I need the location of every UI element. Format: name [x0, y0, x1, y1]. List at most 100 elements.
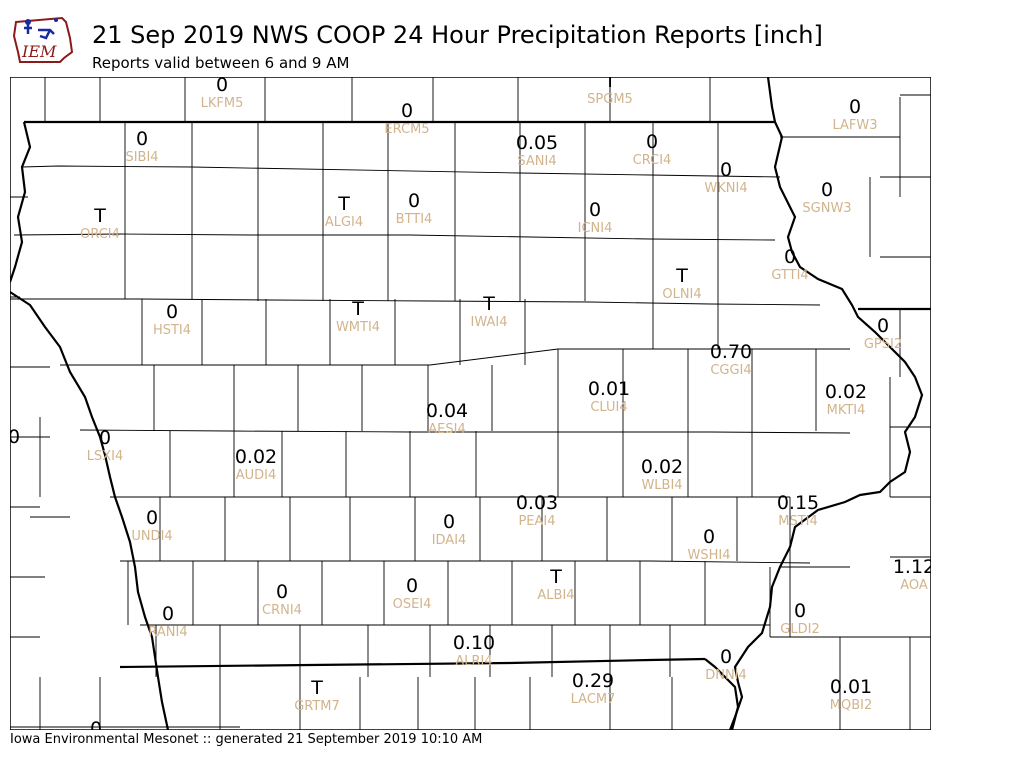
station-id: ORCI4: [80, 227, 120, 242]
station-value: T: [549, 566, 562, 588]
station-value: 0.01: [830, 676, 872, 698]
station-id: ICNI4: [578, 221, 613, 236]
station-id: CGGI4: [710, 363, 751, 378]
station-value: 0.10: [453, 632, 495, 654]
station-value: 0: [276, 581, 288, 603]
station-id: WMTI4: [336, 320, 380, 335]
station-id: ALGI4: [325, 215, 363, 230]
edge-value-west: 0: [10, 426, 20, 448]
station-id: SPGM5: [587, 92, 633, 107]
station-value: T: [603, 77, 616, 92]
station-id: LKFM5: [201, 96, 244, 111]
station-id: LAFW3: [832, 118, 877, 133]
station-id: ALRI4: [455, 654, 492, 669]
station-value: T: [93, 205, 106, 227]
station-value: T: [337, 193, 350, 215]
station-value: 0.01: [588, 378, 630, 400]
station-id: GPSI2: [864, 337, 902, 352]
station-value: 0.03: [516, 492, 558, 514]
station-value: 0.29: [572, 670, 614, 692]
station-id: OLNI4: [662, 287, 701, 302]
station-id: MQBI2: [830, 698, 872, 713]
footer-credit: Iowa Environmental Mesonet :: generated …: [10, 732, 483, 747]
station-id: AOA: [900, 578, 928, 593]
station-value: T: [675, 265, 688, 287]
station-value: 0: [646, 131, 658, 153]
iem-logo: IEM: [12, 16, 74, 63]
station-id: PEAI4: [518, 514, 555, 529]
station-id: CRNI4: [262, 603, 302, 618]
station-value: T: [351, 298, 364, 320]
station-id: GRTM7: [294, 699, 340, 714]
station-value: 0: [849, 96, 861, 118]
station-value: 0: [720, 159, 732, 181]
station-value: 0: [703, 526, 715, 548]
station-id: BTTI4: [396, 212, 433, 227]
station-value: 0.70: [710, 341, 752, 363]
station-value: 0.04: [426, 400, 468, 422]
station-value: 0: [720, 646, 732, 668]
station-value: 0.02: [235, 446, 277, 468]
station-value: 0: [146, 507, 158, 529]
station-value: 0: [406, 575, 418, 597]
station-value: 0: [408, 190, 420, 212]
station-value: 0: [216, 77, 228, 96]
station-id: ERCM5: [384, 122, 429, 137]
station-value: 1.12: [893, 556, 931, 578]
station-id: RANI4: [148, 625, 187, 640]
station-id: CLUI4: [590, 400, 627, 415]
station-id: LACM7: [571, 692, 616, 707]
station-id: ALBI4: [537, 588, 574, 603]
station-value: T: [310, 677, 323, 699]
station-value: 0: [877, 315, 889, 337]
station-id: IWAI4: [471, 315, 508, 330]
station-id: MKTI4: [827, 403, 866, 418]
station-id: MSTI4: [778, 514, 818, 529]
station-id: WLBI4: [641, 478, 682, 493]
logo-text: IEM: [21, 42, 57, 61]
station-id: DNNI4: [705, 668, 747, 683]
station-value: 0: [401, 100, 413, 122]
station-value: 0.05: [516, 132, 558, 154]
station-value: 0: [166, 301, 178, 323]
station-labels: 0LKFM5TSPGM50ERCM50LAFW30SIBI40.05SANI40…: [80, 77, 931, 714]
station-id: OSEI4: [393, 597, 432, 612]
station-value: 0: [794, 600, 806, 622]
station-id: LSXI4: [87, 449, 124, 464]
station-id: GTTI4: [771, 268, 808, 283]
station-value: 0: [784, 246, 796, 268]
station-value: 0: [162, 603, 174, 625]
station-value: 0: [821, 179, 833, 201]
state-boundaries: [10, 77, 931, 730]
